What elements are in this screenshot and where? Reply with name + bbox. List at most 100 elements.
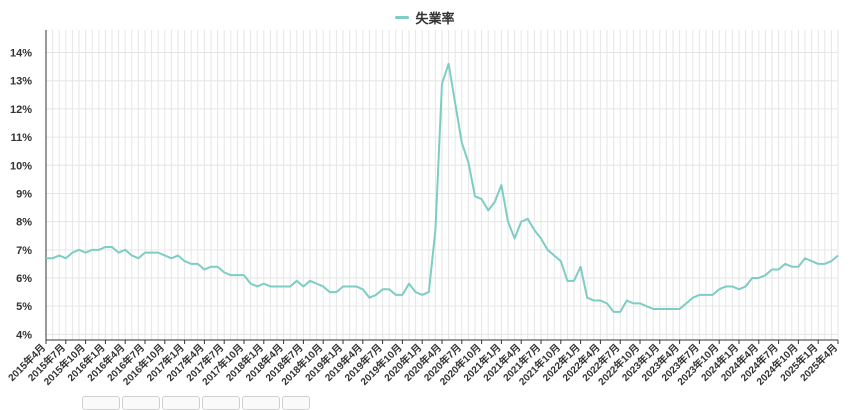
data-point[interactable]	[162, 252, 168, 258]
data-point[interactable]	[254, 283, 260, 289]
data-point[interactable]	[769, 267, 775, 273]
data-point[interactable]	[446, 61, 452, 67]
data-point[interactable]	[129, 252, 135, 258]
data-point[interactable]	[650, 306, 656, 312]
data-point[interactable]	[347, 283, 353, 289]
range-button[interactable]	[202, 396, 240, 410]
data-point[interactable]	[617, 309, 623, 315]
range-button[interactable]	[162, 396, 200, 410]
data-point[interactable]	[142, 250, 148, 256]
data-point[interactable]	[96, 247, 102, 253]
data-point[interactable]	[89, 247, 95, 253]
data-point[interactable]	[637, 300, 643, 306]
data-point[interactable]	[591, 298, 597, 304]
data-point[interactable]	[663, 306, 669, 312]
data-point[interactable]	[492, 199, 498, 205]
data-point[interactable]	[234, 272, 240, 278]
data-point[interactable]	[538, 236, 544, 242]
data-point[interactable]	[465, 159, 471, 165]
data-point[interactable]	[208, 264, 214, 270]
data-point[interactable]	[828, 258, 834, 264]
data-point[interactable]	[83, 250, 89, 256]
data-point[interactable]	[122, 247, 128, 253]
data-point[interactable]	[149, 250, 155, 256]
data-point[interactable]	[175, 252, 181, 258]
data-point[interactable]	[696, 292, 702, 298]
data-point[interactable]	[366, 295, 372, 301]
data-point[interactable]	[776, 267, 782, 273]
data-point[interactable]	[498, 182, 504, 188]
data-point[interactable]	[611, 309, 617, 315]
range-button[interactable]	[282, 396, 310, 410]
data-point[interactable]	[630, 300, 636, 306]
data-point[interactable]	[386, 286, 392, 292]
data-point[interactable]	[584, 295, 590, 301]
data-point[interactable]	[657, 306, 663, 312]
data-point[interactable]	[809, 258, 815, 264]
data-point[interactable]	[545, 247, 551, 253]
series-line-unemployment-rate[interactable]	[46, 62, 839, 313]
data-point[interactable]	[703, 292, 709, 298]
data-point[interactable]	[756, 275, 762, 281]
data-point[interactable]	[69, 250, 75, 256]
data-point[interactable]	[274, 283, 280, 289]
data-point[interactable]	[155, 250, 161, 256]
data-point[interactable]	[597, 298, 603, 304]
data-point[interactable]	[267, 283, 273, 289]
data-point[interactable]	[452, 100, 458, 106]
data-point[interactable]	[340, 283, 346, 289]
data-point[interactable]	[505, 219, 511, 225]
data-point[interactable]	[399, 292, 405, 298]
data-point[interactable]	[50, 255, 56, 261]
range-button[interactable]	[122, 396, 160, 410]
data-point[interactable]	[135, 255, 141, 261]
data-point[interactable]	[459, 140, 465, 146]
data-point[interactable]	[485, 207, 491, 213]
data-point[interactable]	[677, 306, 683, 312]
data-point[interactable]	[63, 255, 69, 261]
data-point[interactable]	[182, 258, 188, 264]
data-point[interactable]	[281, 283, 287, 289]
data-point[interactable]	[518, 219, 524, 225]
data-point[interactable]	[195, 261, 201, 267]
data-point[interactable]	[109, 244, 115, 250]
data-point[interactable]	[215, 264, 221, 270]
data-point[interactable]	[525, 216, 531, 222]
data-point[interactable]	[221, 269, 227, 275]
data-point[interactable]	[327, 289, 333, 295]
legend-item-unemployment-rate[interactable]: 失業率	[395, 8, 455, 27]
data-point[interactable]	[116, 250, 122, 256]
data-point[interactable]	[406, 281, 412, 287]
data-point[interactable]	[333, 289, 339, 295]
data-point[interactable]	[531, 227, 537, 233]
range-button[interactable]	[242, 396, 280, 410]
data-point[interactable]	[102, 244, 108, 250]
data-point[interactable]	[201, 267, 207, 273]
data-point[interactable]	[683, 300, 689, 306]
data-point[interactable]	[782, 261, 788, 267]
data-point[interactable]	[710, 292, 716, 298]
data-point[interactable]	[248, 281, 254, 287]
data-point[interactable]	[578, 264, 584, 270]
data-point[interactable]	[644, 303, 650, 309]
data-point[interactable]	[241, 272, 247, 278]
data-point[interactable]	[736, 286, 742, 292]
data-point[interactable]	[604, 300, 610, 306]
data-point[interactable]	[743, 283, 749, 289]
data-point[interactable]	[307, 278, 313, 284]
data-point[interactable]	[56, 252, 62, 258]
data-point[interactable]	[228, 272, 234, 278]
data-point[interactable]	[294, 278, 300, 284]
data-point[interactable]	[716, 286, 722, 292]
range-button[interactable]	[82, 396, 120, 410]
data-point[interactable]	[795, 264, 801, 270]
data-point[interactable]	[353, 283, 359, 289]
data-point[interactable]	[373, 292, 379, 298]
data-point[interactable]	[419, 292, 425, 298]
data-point[interactable]	[670, 306, 676, 312]
data-point[interactable]	[749, 275, 755, 281]
data-point[interactable]	[815, 261, 821, 267]
data-point[interactable]	[822, 261, 828, 267]
data-point[interactable]	[762, 272, 768, 278]
data-point[interactable]	[802, 255, 808, 261]
